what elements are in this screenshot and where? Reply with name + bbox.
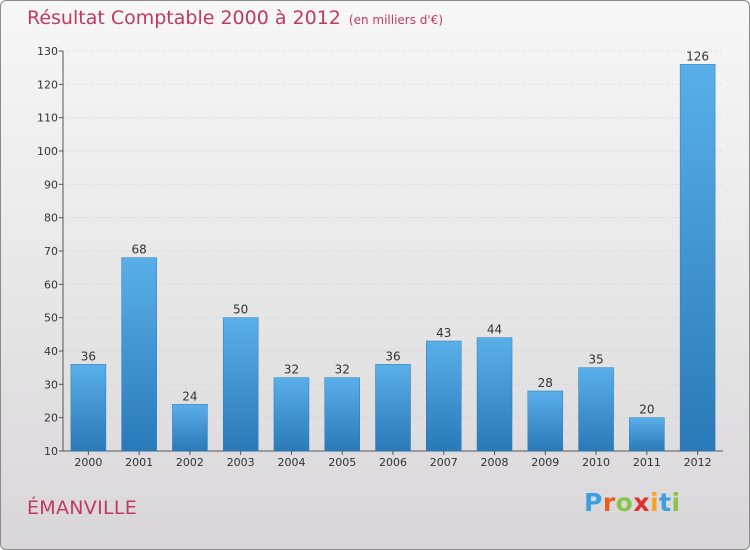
bar	[527, 390, 564, 452]
chart-title-text: Résultat Comptable 2000 à 2012	[27, 7, 341, 29]
data-label: 44	[487, 323, 502, 337]
y-tick-label: 90	[44, 178, 58, 191]
data-label: 20	[639, 403, 654, 417]
logo-letter: o	[615, 488, 634, 517]
logo-letter: x	[633, 488, 650, 517]
proxiti-logo: Proxiti	[584, 488, 681, 517]
bar	[476, 337, 513, 452]
y-tick-label: 80	[44, 212, 58, 225]
bar	[324, 377, 360, 452]
y-tick-label: 60	[44, 278, 58, 291]
y-tick-label: 110	[37, 112, 58, 125]
logo-letter: t	[659, 488, 672, 517]
data-label: 36	[81, 349, 96, 363]
bar	[121, 257, 157, 452]
x-tick-label: 2003	[227, 456, 255, 469]
bar	[375, 364, 411, 452]
chart-title: Résultat Comptable 2000 à 2012 (en millie…	[27, 7, 443, 29]
y-tick-label: 50	[44, 312, 58, 325]
x-tick-label: 2007	[430, 456, 458, 469]
logo-letter: P	[584, 488, 603, 517]
y-tick-label: 40	[44, 345, 58, 358]
data-label: 36	[385, 349, 400, 363]
bar	[222, 317, 259, 452]
chart-unit: (en milliers d'€)	[348, 13, 444, 27]
bar	[578, 367, 614, 452]
commune-name: ÉMANVILLE	[27, 497, 138, 519]
bar	[172, 404, 208, 452]
bar	[629, 417, 665, 452]
x-tick-label: 2009	[531, 456, 559, 469]
data-label: 32	[284, 363, 299, 377]
data-label: 50	[233, 303, 248, 317]
data-label: 24	[182, 389, 197, 403]
y-tick-label: 120	[37, 78, 58, 91]
bar	[273, 377, 310, 452]
data-label: 68	[132, 243, 147, 257]
data-label: 43	[436, 326, 451, 340]
bar	[679, 64, 716, 452]
logo-letter: i	[650, 488, 660, 517]
y-tick-label: 70	[44, 245, 58, 258]
logo-letter: i	[671, 488, 681, 517]
x-tick-label: 2005	[328, 456, 356, 469]
data-label: 32	[335, 363, 350, 377]
y-tick-label: 10	[44, 445, 58, 458]
y-tick-label: 130	[37, 45, 58, 58]
y-tick-label: 30	[44, 378, 58, 391]
y-tick-label: 100	[37, 145, 58, 158]
x-tick-label: 2000	[74, 456, 102, 469]
x-tick-label: 2012	[684, 456, 712, 469]
bar	[70, 364, 107, 452]
data-label: 126	[686, 49, 709, 63]
y-tick-label: 20	[44, 412, 58, 425]
x-tick-label: 2004	[277, 456, 305, 469]
logo-letter: r	[602, 488, 616, 517]
x-tick-label: 2008	[481, 456, 509, 469]
x-tick-label: 2006	[379, 456, 407, 469]
x-tick-label: 2002	[176, 456, 204, 469]
data-label: 35	[588, 353, 603, 367]
x-tick-label: 2001	[125, 456, 153, 469]
x-tick-label: 2010	[582, 456, 610, 469]
data-label: 28	[538, 376, 553, 390]
bar	[426, 340, 462, 452]
x-tick-label: 2011	[633, 456, 661, 469]
